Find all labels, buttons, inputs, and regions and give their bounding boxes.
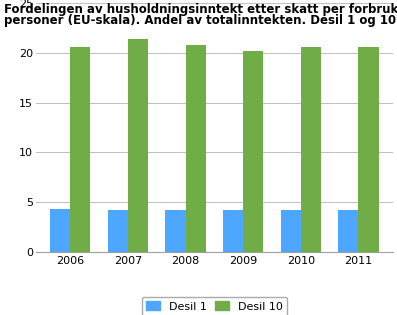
Bar: [243, 51, 263, 252]
Bar: [358, 47, 379, 252]
Text: Fordelingen av husholdningsinntekt etter skatt per forbruksenhet for: Fordelingen av husholdningsinntekt etter…: [4, 3, 397, 16]
Bar: [338, 210, 358, 252]
Bar: [185, 45, 206, 252]
Bar: [108, 210, 128, 252]
Bar: [223, 210, 243, 252]
Bar: [50, 209, 70, 252]
Legend: Desil 1, Desil 10: Desil 1, Desil 10: [142, 297, 287, 315]
Bar: [301, 47, 321, 252]
Text: Prosent: Prosent: [4, 0, 45, 1]
Bar: [281, 210, 301, 252]
Bar: [166, 210, 185, 252]
Bar: [128, 39, 148, 252]
Bar: [70, 47, 91, 252]
Text: personer (EU-skala). Andel av totalinntekten. Desil 1 og 10. 2006-2011: personer (EU-skala). Andel av totalinnte…: [4, 14, 397, 27]
